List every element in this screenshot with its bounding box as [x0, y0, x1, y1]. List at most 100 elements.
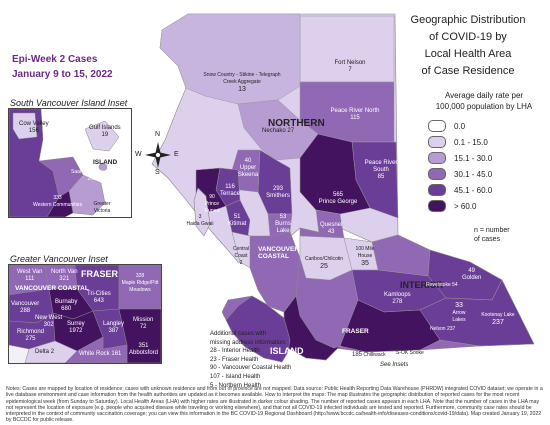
- gv-langley: Langley 387: [103, 321, 124, 335]
- lha-okanagan: [339, 299, 441, 353]
- lha-central-coast: [231, 231, 251, 269]
- legend-item-2: 15.1 - 30.0: [428, 152, 492, 164]
- legend-swatch-1: [428, 136, 446, 148]
- south-vi-inset: Cow Valley 156 Gulf Islands 19 ISLAND Sa…: [8, 108, 132, 218]
- lha-label-kamloops-name: Kamloops: [384, 292, 411, 298]
- gv-mission-name: Mission: [133, 317, 154, 323]
- lha-label-kootenay-n: 237: [492, 319, 504, 326]
- lha-label-nelson-n: 237: [446, 326, 456, 332]
- epi-week: Epi-Week 2 Cases: [12, 54, 98, 65]
- legend-label-3: 30.1 - 45.0: [454, 169, 493, 179]
- gv-delta-n: 2: [50, 349, 55, 355]
- region-fraser: FRASER: [342, 328, 369, 335]
- legend-label-1: 0.1 - 15.0: [454, 137, 488, 147]
- see-insets-note: See Insets: [380, 362, 409, 368]
- lha-label-upper-skeena: 40 Upper Skeena: [236, 158, 260, 179]
- gv-fraser-region: FRASER: [81, 269, 119, 279]
- lha-label-peace-south-n: 85: [377, 174, 385, 180]
- lha-label-nechako-name: Nechako: [262, 128, 286, 134]
- footer-notes: Notes: Cases are mapped by location of r…: [6, 386, 543, 424]
- lha-label-kootenay-name: Kootenay Lake: [481, 312, 515, 318]
- gv-west-van-name: West Van: [17, 269, 43, 275]
- lha-label-burns-lake-name: Burns Lake: [275, 221, 291, 234]
- lha-label-peace-south: Peace River South 85: [358, 160, 404, 181]
- lha-stikine: [159, 13, 301, 105]
- lha-label-stikine-n: 13: [238, 86, 246, 93]
- svi-western-name: Western Communities: [33, 202, 83, 208]
- lha-label-prince-george-n: 565: [332, 192, 343, 198]
- svi-greater-victoria: Greater Victoria: [93, 201, 111, 214]
- lha-label-100-mile-n: 35: [361, 260, 369, 267]
- gv-vancouver: Vancouver 288: [11, 301, 39, 315]
- lha-label-smithers-n: 293: [272, 186, 283, 192]
- svi-saanich-name: Saanich Peninsula: [71, 169, 113, 175]
- lha-label-haida-gwaii-n: 3: [198, 214, 202, 220]
- lha-label-haida-gwaii-name: Haida Gwaii: [186, 221, 214, 227]
- lha-label-terrace-n: 116: [225, 184, 235, 190]
- lha-label-fort-nelson-name: Fort Nelson: [334, 60, 366, 66]
- compass-w: W: [135, 151, 142, 158]
- lha-label-arrow-lakes-name: Arrow Lakes: [452, 310, 466, 323]
- gv-north-van-n: 321: [59, 276, 70, 282]
- gv-langley-name: Langley: [103, 321, 125, 327]
- lha-label-kootenay: Kootenay Lake 237: [478, 312, 518, 327]
- epi-week-block: Epi-Week 2 Cases January 9 to 15, 2022: [12, 52, 113, 82]
- lha-label-terrace-name: Terrace: [220, 191, 241, 197]
- lha-label-kitimat: 51 Kitimat: [228, 214, 246, 228]
- additional-line-6: 5 - Northern Health: [210, 382, 262, 389]
- gv-north-van-name: North Van: [51, 269, 78, 275]
- lha-label-cariboo-n: 25: [320, 263, 328, 270]
- lha-label-cariboo: Cariboo/Chilcotin 25: [304, 256, 344, 271]
- additional-line-0: Additional cases with: [210, 331, 267, 337]
- gv-maple-ridge-name: Maple Ridge/Pitt Meadows: [121, 280, 159, 293]
- lha-label-golden: 49 Golden: [462, 268, 481, 282]
- lha-label-peace-north: Peace River North 115: [330, 108, 380, 122]
- additional-line-5: 107 - Island Health: [210, 373, 261, 380]
- gv-mission: Mission 72: [133, 317, 153, 331]
- gv-vancouver-coastal-region: VANCOUVER COASTAL: [15, 285, 89, 292]
- lha-label-golden-name: Golden: [462, 275, 482, 281]
- lha-label-prince-george: 565 Prince George: [316, 192, 360, 206]
- lha-label-nelson: Nelson 237: [430, 326, 455, 333]
- legend-label-4: 45.1 - 60.0: [454, 185, 493, 195]
- gv-white-rock-name: White Rock: [79, 351, 110, 357]
- lha-label-burns-lake: 53 Burns Lake: [270, 214, 296, 235]
- legend-item-4: 45.1 - 60.0: [428, 184, 492, 196]
- legend-n-note-line-1: n = number: [474, 227, 510, 234]
- legend-label-0: 0.0: [454, 121, 466, 131]
- additional-line-2: 28 - Interior Health: [210, 348, 260, 355]
- legend-n-note: n = number of cases: [474, 226, 510, 244]
- svi-saanich: Saanich Peninsula 263: [71, 169, 112, 183]
- legend-label-5: > 60.0: [454, 201, 477, 211]
- region-northern: NORTHERN: [268, 118, 325, 129]
- lha-label-kamloops-n: 278: [392, 299, 403, 305]
- legend-swatch-4: [428, 184, 446, 196]
- svi-cow-valley-name: Cow Valley: [19, 121, 49, 127]
- gv-burnaby-n: 680: [61, 306, 72, 312]
- lha-label-golden-n: 49: [468, 268, 476, 274]
- date-range: January 9 to 15, 2022: [12, 69, 113, 80]
- svi-gulf-islands: Gulf Islands 19: [89, 125, 121, 139]
- lha-label-kitimat-name: Kitimat: [228, 221, 247, 227]
- legend-swatch-0: [428, 120, 446, 132]
- compass-rose: N S W E: [135, 131, 179, 176]
- additional-line-4: 90 - Vancouver Coastal Health: [210, 365, 292, 372]
- gv-vancouver-name: Vancouver: [11, 301, 40, 307]
- gv-new-west: New West 302: [35, 315, 62, 329]
- title-line-1: Geographic Distribution: [410, 14, 526, 26]
- gv-burnaby: Burnaby 680: [55, 299, 77, 313]
- additional-line-1: missing address information:: [210, 339, 287, 346]
- svi-western-n: 333: [53, 195, 62, 201]
- gv-delta-name: Delta: [35, 349, 50, 355]
- legend-heading-line-2: 100,000 population by LHA: [435, 102, 533, 111]
- lha-north-thompson: [371, 234, 431, 277]
- lha-prince-george: [299, 133, 371, 215]
- lha-label-prince-george-name: Prince George: [318, 199, 358, 205]
- gv-mission-n: 72: [139, 324, 147, 330]
- title-line-2: of COVID-19 by: [429, 31, 507, 43]
- region-island: ISLAND: [270, 346, 304, 356]
- lha-label-haida-gwaii: 3 Haida Gwaii: [186, 214, 214, 228]
- region-interior: INTERIOR: [400, 280, 444, 290]
- svi-gulf-islands-n: 19: [101, 132, 109, 138]
